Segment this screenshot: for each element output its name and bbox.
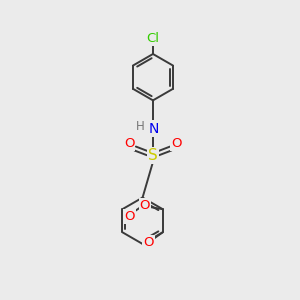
Text: O: O (124, 210, 135, 223)
Text: Cl: Cl (146, 32, 160, 45)
Text: S: S (148, 148, 158, 163)
Text: O: O (124, 137, 134, 150)
Text: O: O (140, 199, 150, 212)
Text: H: H (136, 120, 145, 133)
Text: O: O (143, 236, 154, 249)
Text: O: O (172, 137, 182, 150)
Text: N: N (149, 122, 159, 136)
